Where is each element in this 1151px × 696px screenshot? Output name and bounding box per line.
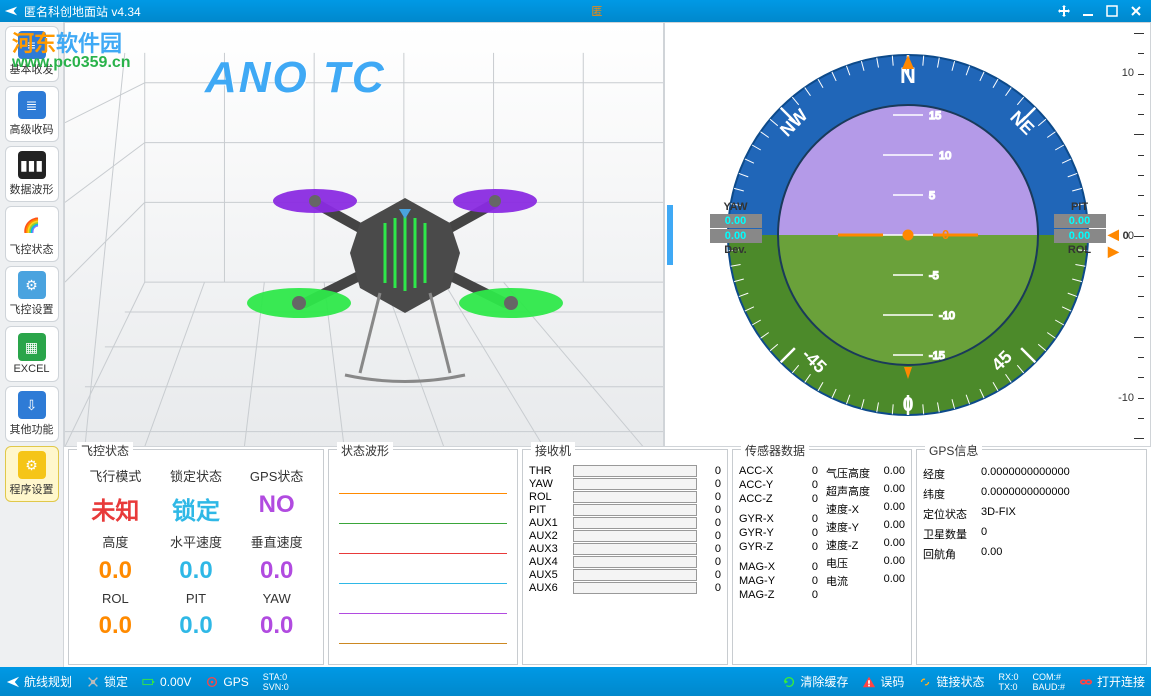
warning-icon [862, 675, 876, 689]
svg-text:15: 15 [929, 110, 941, 122]
rx-row: THR0 [529, 465, 721, 477]
sidebar-item-4[interactable]: ⚙ 飞控设置 [5, 266, 59, 322]
app-icon [4, 4, 18, 18]
sidebar-icon: ⚙ [18, 451, 46, 479]
lock-status: 锁定 [86, 673, 128, 690]
gps-panel: GPS信息 经度0.0000000000000纬度0.0000000000000… [916, 449, 1147, 665]
gps-status: GPS [205, 675, 248, 689]
drone-icon [86, 675, 100, 689]
rx-row: AUX20 [529, 530, 721, 542]
sidebar-item-5[interactable]: ▦ EXCEL [5, 326, 59, 382]
sidebar: ≡ 基本收发 ≣ 高级收码 ▮▮▮ 数据波形 🌈 飞控状态 ⚙ 飞控设置 ▦ EXCEL ⇩ 其他功能 ⚙ 程… [0, 22, 64, 667]
bottom-panels: 飞控状态 飞行模式锁定状态GPS状态未知锁定NO高度水平速度垂直速度0.00.0… [68, 449, 1147, 665]
sidebar-label: 飞控状态 [10, 241, 54, 257]
panel-divider[interactable] [667, 205, 673, 265]
link-status: 链接状态 [918, 673, 984, 690]
rx-tx: RX:0TX:0 [998, 672, 1018, 692]
battery-icon [142, 675, 156, 689]
com-baud: COM:#BAUD:# [1032, 672, 1065, 692]
rx-row: ROL0 [529, 491, 721, 503]
svg-text:5: 5 [929, 190, 935, 202]
send-icon [6, 675, 20, 689]
statusbar: 航线规划 锁定 0.00V GPS STA:0SVN:0 清除缓存 误码 链接状… [0, 667, 1151, 696]
gps-icon [205, 675, 219, 689]
rx-row: AUX60 [529, 582, 721, 594]
sidebar-item-1[interactable]: ≣ 高级收码 [5, 86, 59, 142]
compass-instrument: N NE NW 0 -45 45 15105-5-10-15 [718, 45, 1098, 425]
flight-status-panel: 飞控状态 飞行模式锁定状态GPS状态未知锁定NO高度水平速度垂直速度0.00.0… [68, 449, 324, 665]
drone-viewport[interactable]: ANO TC [64, 22, 664, 447]
sidebar-label: 高级收码 [10, 121, 54, 137]
move-button[interactable] [1053, 2, 1075, 20]
yaw-readout: YAW 0.00 0.00 Dev. [710, 201, 762, 256]
refresh-icon [782, 675, 796, 689]
main-area: ANO TC [64, 22, 1151, 667]
sidebar-label: 数据波形 [10, 181, 54, 197]
center-badge: 匿 [141, 3, 1053, 19]
error-status: 误码 [862, 673, 904, 690]
sensor-panel: 传感器数据 ACC-X0ACC-Y0ACC-Z0GYR-X0GYR-Y0GYR-… [732, 449, 912, 665]
sidebar-label: 基本收发 [10, 61, 54, 77]
svg-text:0: 0 [902, 394, 913, 416]
sidebar-label: EXCEL [13, 363, 49, 375]
sidebar-item-3[interactable]: 🌈 飞控状态 [5, 206, 59, 262]
sidebar-icon: ▦ [18, 333, 46, 361]
titlebar: 匿名科创地面站 v4.34 匿 [0, 0, 1151, 22]
sidebar-icon: 🌈 [18, 211, 46, 239]
route-plan-button[interactable]: 航线规划 [6, 673, 72, 690]
minimize-button[interactable] [1077, 2, 1099, 20]
voltage-status: 0.00V [142, 675, 191, 689]
sidebar-icon: ⚙ [18, 271, 46, 299]
rx-row: PIT0 [529, 504, 721, 516]
rx-row: AUX40 [529, 556, 721, 568]
clear-cache-button[interactable]: 清除缓存 [782, 673, 848, 690]
sidebar-item-2[interactable]: ▮▮▮ 数据波形 [5, 146, 59, 202]
app-title: 匿名科创地面站 v4.34 [24, 3, 141, 20]
link-icon [918, 675, 932, 689]
svg-text:-5: -5 [929, 270, 939, 282]
svg-text:-10: -10 [939, 310, 955, 322]
rx-row: AUX10 [529, 517, 721, 529]
svg-text:10: 10 [939, 150, 951, 162]
status-wave-panel: 状态波形 [328, 449, 518, 665]
sidebar-icon: ≡ [18, 31, 46, 59]
attitude-panel: N NE NW 0 -45 45 15105-5-10-15 [664, 22, 1151, 447]
sidebar-item-0[interactable]: ≡ 基本收发 [5, 26, 59, 82]
vertical-scale: 100-10◀ 0 ▶ [1108, 33, 1144, 436]
open-connection-button[interactable]: 打开连接 [1079, 673, 1145, 690]
sidebar-label: 飞控设置 [10, 301, 54, 317]
sidebar-icon: ⇩ [18, 391, 46, 419]
rx-row: AUX30 [529, 543, 721, 555]
close-button[interactable] [1125, 2, 1147, 20]
maximize-button[interactable] [1101, 2, 1123, 20]
drone-model [245, 143, 565, 403]
pit-rol-readout: PIT 0.00 0.00 ROL [1054, 201, 1106, 256]
sidebar-icon: ≣ [18, 91, 46, 119]
sta-svn: STA:0SVN:0 [263, 672, 289, 692]
sidebar-item-6[interactable]: ⇩ 其他功能 [5, 386, 59, 442]
receiver-panel: 接收机 THR0YAW0ROL0PIT0AUX10AUX20AUX30AUX40… [522, 449, 728, 665]
sidebar-label: 其他功能 [10, 421, 54, 437]
sidebar-icon: ▮▮▮ [18, 151, 46, 179]
sidebar-item-7[interactable]: ⚙ 程序设置 [5, 446, 59, 502]
rx-row: YAW0 [529, 478, 721, 490]
sidebar-label: 程序设置 [10, 481, 54, 497]
viewport-logo: ANO TC [205, 53, 386, 103]
chain-icon [1079, 675, 1093, 689]
rx-row: AUX50 [529, 569, 721, 581]
svg-text:0: 0 [942, 227, 949, 242]
